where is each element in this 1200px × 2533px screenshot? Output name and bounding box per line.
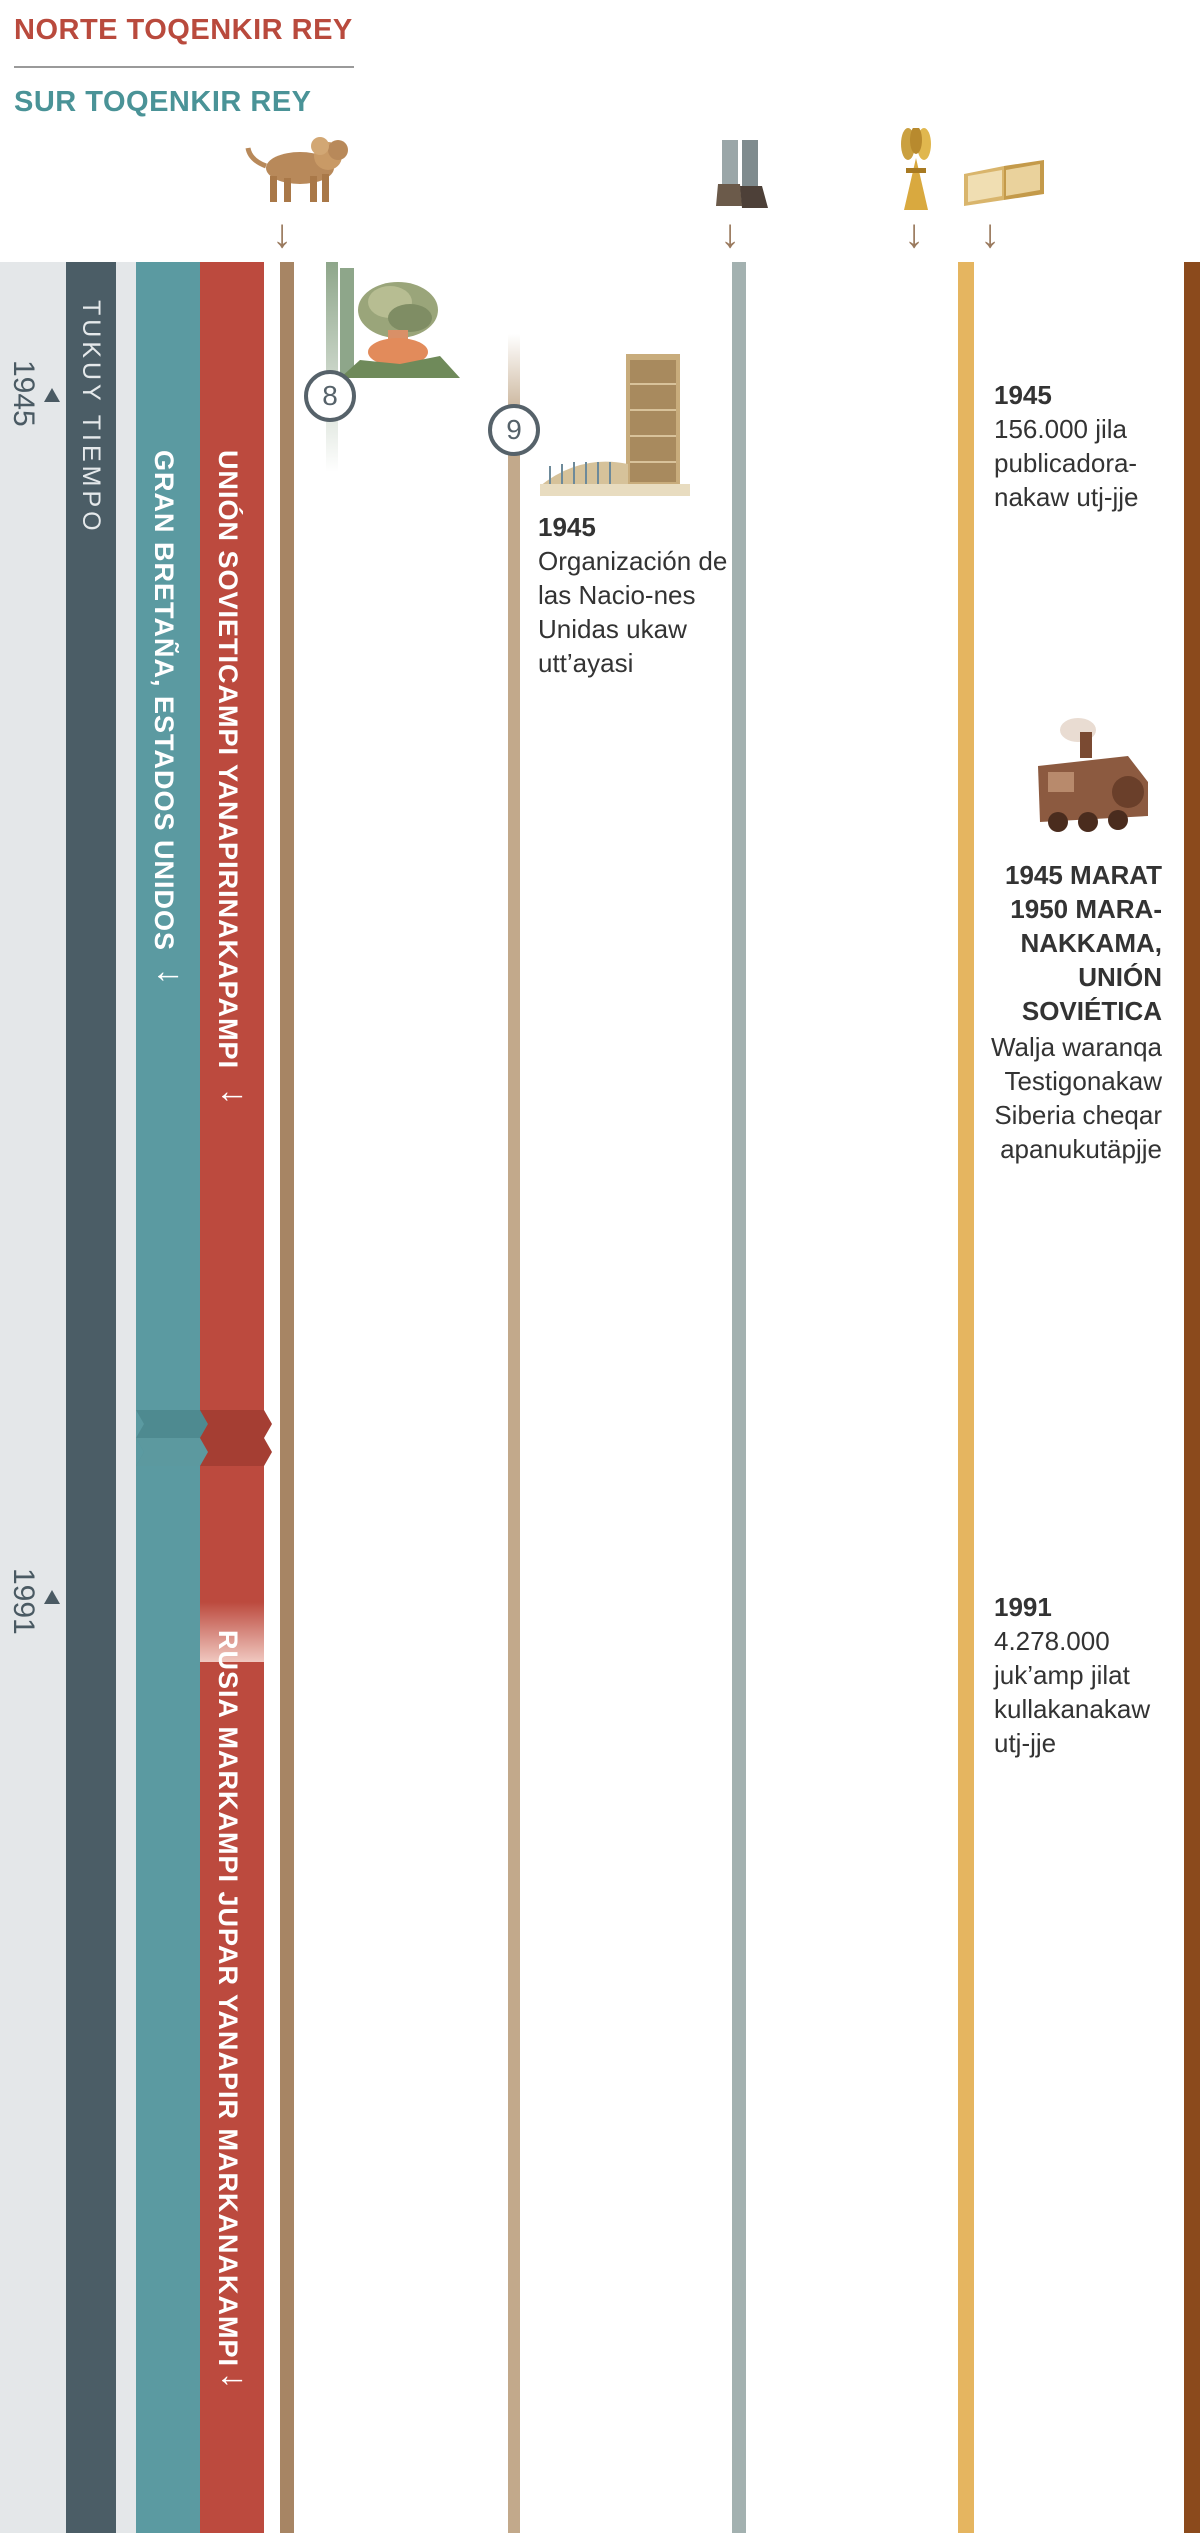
year-1991-marker: [44, 1590, 60, 1604]
north-king-transition: [200, 1602, 264, 1662]
event-8-fade-line: [326, 262, 338, 472]
south-king-label: GRAN BRETAÑA, ESTADOS UNIDOS: [149, 450, 179, 952]
north-king-band-soviet: [200, 262, 264, 1602]
feet-icon: [712, 140, 770, 210]
un-founding-text: Organización de las Nacio-nes Unidas uka…: [538, 546, 728, 678]
publishers-1945-year: 1945: [994, 380, 1052, 410]
publishers-1991-text: 4.278.000 juk’amp jilat kullakanakaw utj…: [994, 1626, 1151, 1758]
un-founding-year: 1945: [538, 512, 596, 542]
timeline-axis-label: TUKUY TIEMPO: [77, 300, 105, 535]
event-9-fade-line: [508, 334, 520, 424]
feet-line: [732, 262, 746, 2533]
publishers-1945-text: 156.000 jila publicadora-nakaw utj-jje: [994, 414, 1139, 512]
bible-arrow: ↓: [980, 212, 1000, 256]
north-king-arrow-russia: ↓: [215, 2372, 253, 2389]
wheat-line: [958, 262, 974, 2533]
north-king-label-russia: RUSIA MARKAMPI JUPAR YANAPIR MARKANAKAMP…: [213, 1630, 243, 2368]
event-marker-8: 8: [304, 370, 356, 422]
year-1991-label: 1991: [7, 1568, 40, 1635]
year-1945-label: 1945: [7, 360, 40, 427]
north-king-arrow-soviet: ↓: [215, 1088, 253, 1105]
beast-arrow: ↓: [272, 212, 292, 256]
legend-north-king: NORTE TOQENKIR REY: [14, 14, 353, 46]
siberia-exile-text: Walja waranqa Testigonakaw Siberia cheqa…: [990, 1032, 1162, 1164]
bible-line: [1184, 262, 1200, 2533]
south-king-arrow: ↓: [151, 968, 189, 985]
south-king-band: [136, 262, 200, 2533]
feet-arrow: ↓: [720, 212, 740, 256]
lion-beast-icon: [242, 130, 354, 210]
beast-line: [280, 262, 294, 2533]
un-founding-note: 1945 Organización de las Nacio-nes Unida…: [538, 510, 728, 680]
north-king-label-soviet: UNIÓN SOVIETICAMPI YANAPIRINAKAPAMPI: [213, 450, 243, 1070]
un-line: [508, 424, 520, 2533]
north-king-band-russia: [200, 1662, 264, 2533]
steam-train-icon: [1018, 716, 1158, 836]
legend-south-king: SUR TOQENKIR REY: [14, 86, 312, 118]
publishers-1945-note: 1945 156.000 jila publicadora-nakaw utj-…: [994, 378, 1164, 514]
clash-zigzag: [136, 1410, 276, 1490]
siberia-exile-heading: 1945 MARAT 1950 MARA-NAKKAMA, UNIÓN SOVI…: [1004, 860, 1162, 1026]
publishers-1991-year: 1991: [994, 1592, 1052, 1622]
year-1945-marker: [44, 388, 60, 402]
timeline-axis-band: [66, 262, 116, 2533]
wheat-arrow: ↓: [904, 212, 924, 256]
wheat-sheaf-icon: [896, 126, 936, 210]
event-marker-9: 9: [488, 404, 540, 456]
publishers-1991-note: 1991 4.278.000 juk’amp jilat kullakanaka…: [994, 1590, 1164, 1760]
atomic-explosion-icon: [340, 268, 460, 378]
siberia-exile-note: 1945 MARAT 1950 MARA-NAKKAMA, UNIÓN SOVI…: [990, 858, 1162, 1166]
legend-divider: [14, 66, 354, 68]
open-bible-icon: [962, 160, 1046, 208]
united-nations-building-icon: [540, 354, 700, 496]
